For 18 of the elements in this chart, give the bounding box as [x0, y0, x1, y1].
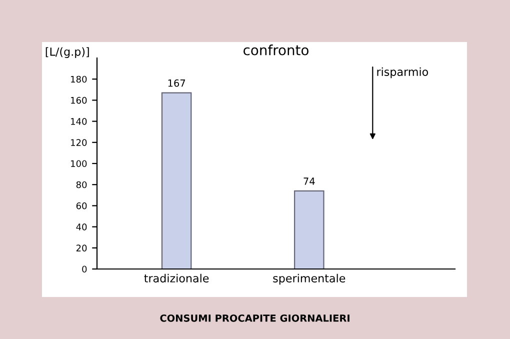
- y-tick-label: 80: [76, 181, 87, 188]
- annotation: risparmio: [377, 67, 428, 78]
- y-tick-label: 140: [71, 118, 87, 125]
- x-tick-label: tradizionale: [144, 274, 209, 282]
- y-tick-label: 20: [76, 244, 87, 252]
- data-label: 74: [304, 178, 315, 185]
- y-tick-label: 60: [76, 202, 87, 210]
- y-tick-label: 100: [71, 160, 87, 168]
- y-tick-label: 0: [82, 266, 87, 273]
- data-label: 167: [168, 79, 186, 87]
- y-tick-label: 180: [71, 76, 87, 83]
- y-tick-label: 120: [71, 139, 87, 146]
- y-tick-label: 160: [71, 96, 87, 104]
- y-tick-label: 40: [76, 224, 87, 230]
- chart-title: confronto: [244, 44, 308, 56]
- x-tick-label: sperimentale: [273, 274, 346, 285]
- y-axis-title: [L/(g.p)]: [46, 47, 89, 58]
- text: CONSUMI PROCAPITE GIORNALIERI: [160, 314, 350, 322]
